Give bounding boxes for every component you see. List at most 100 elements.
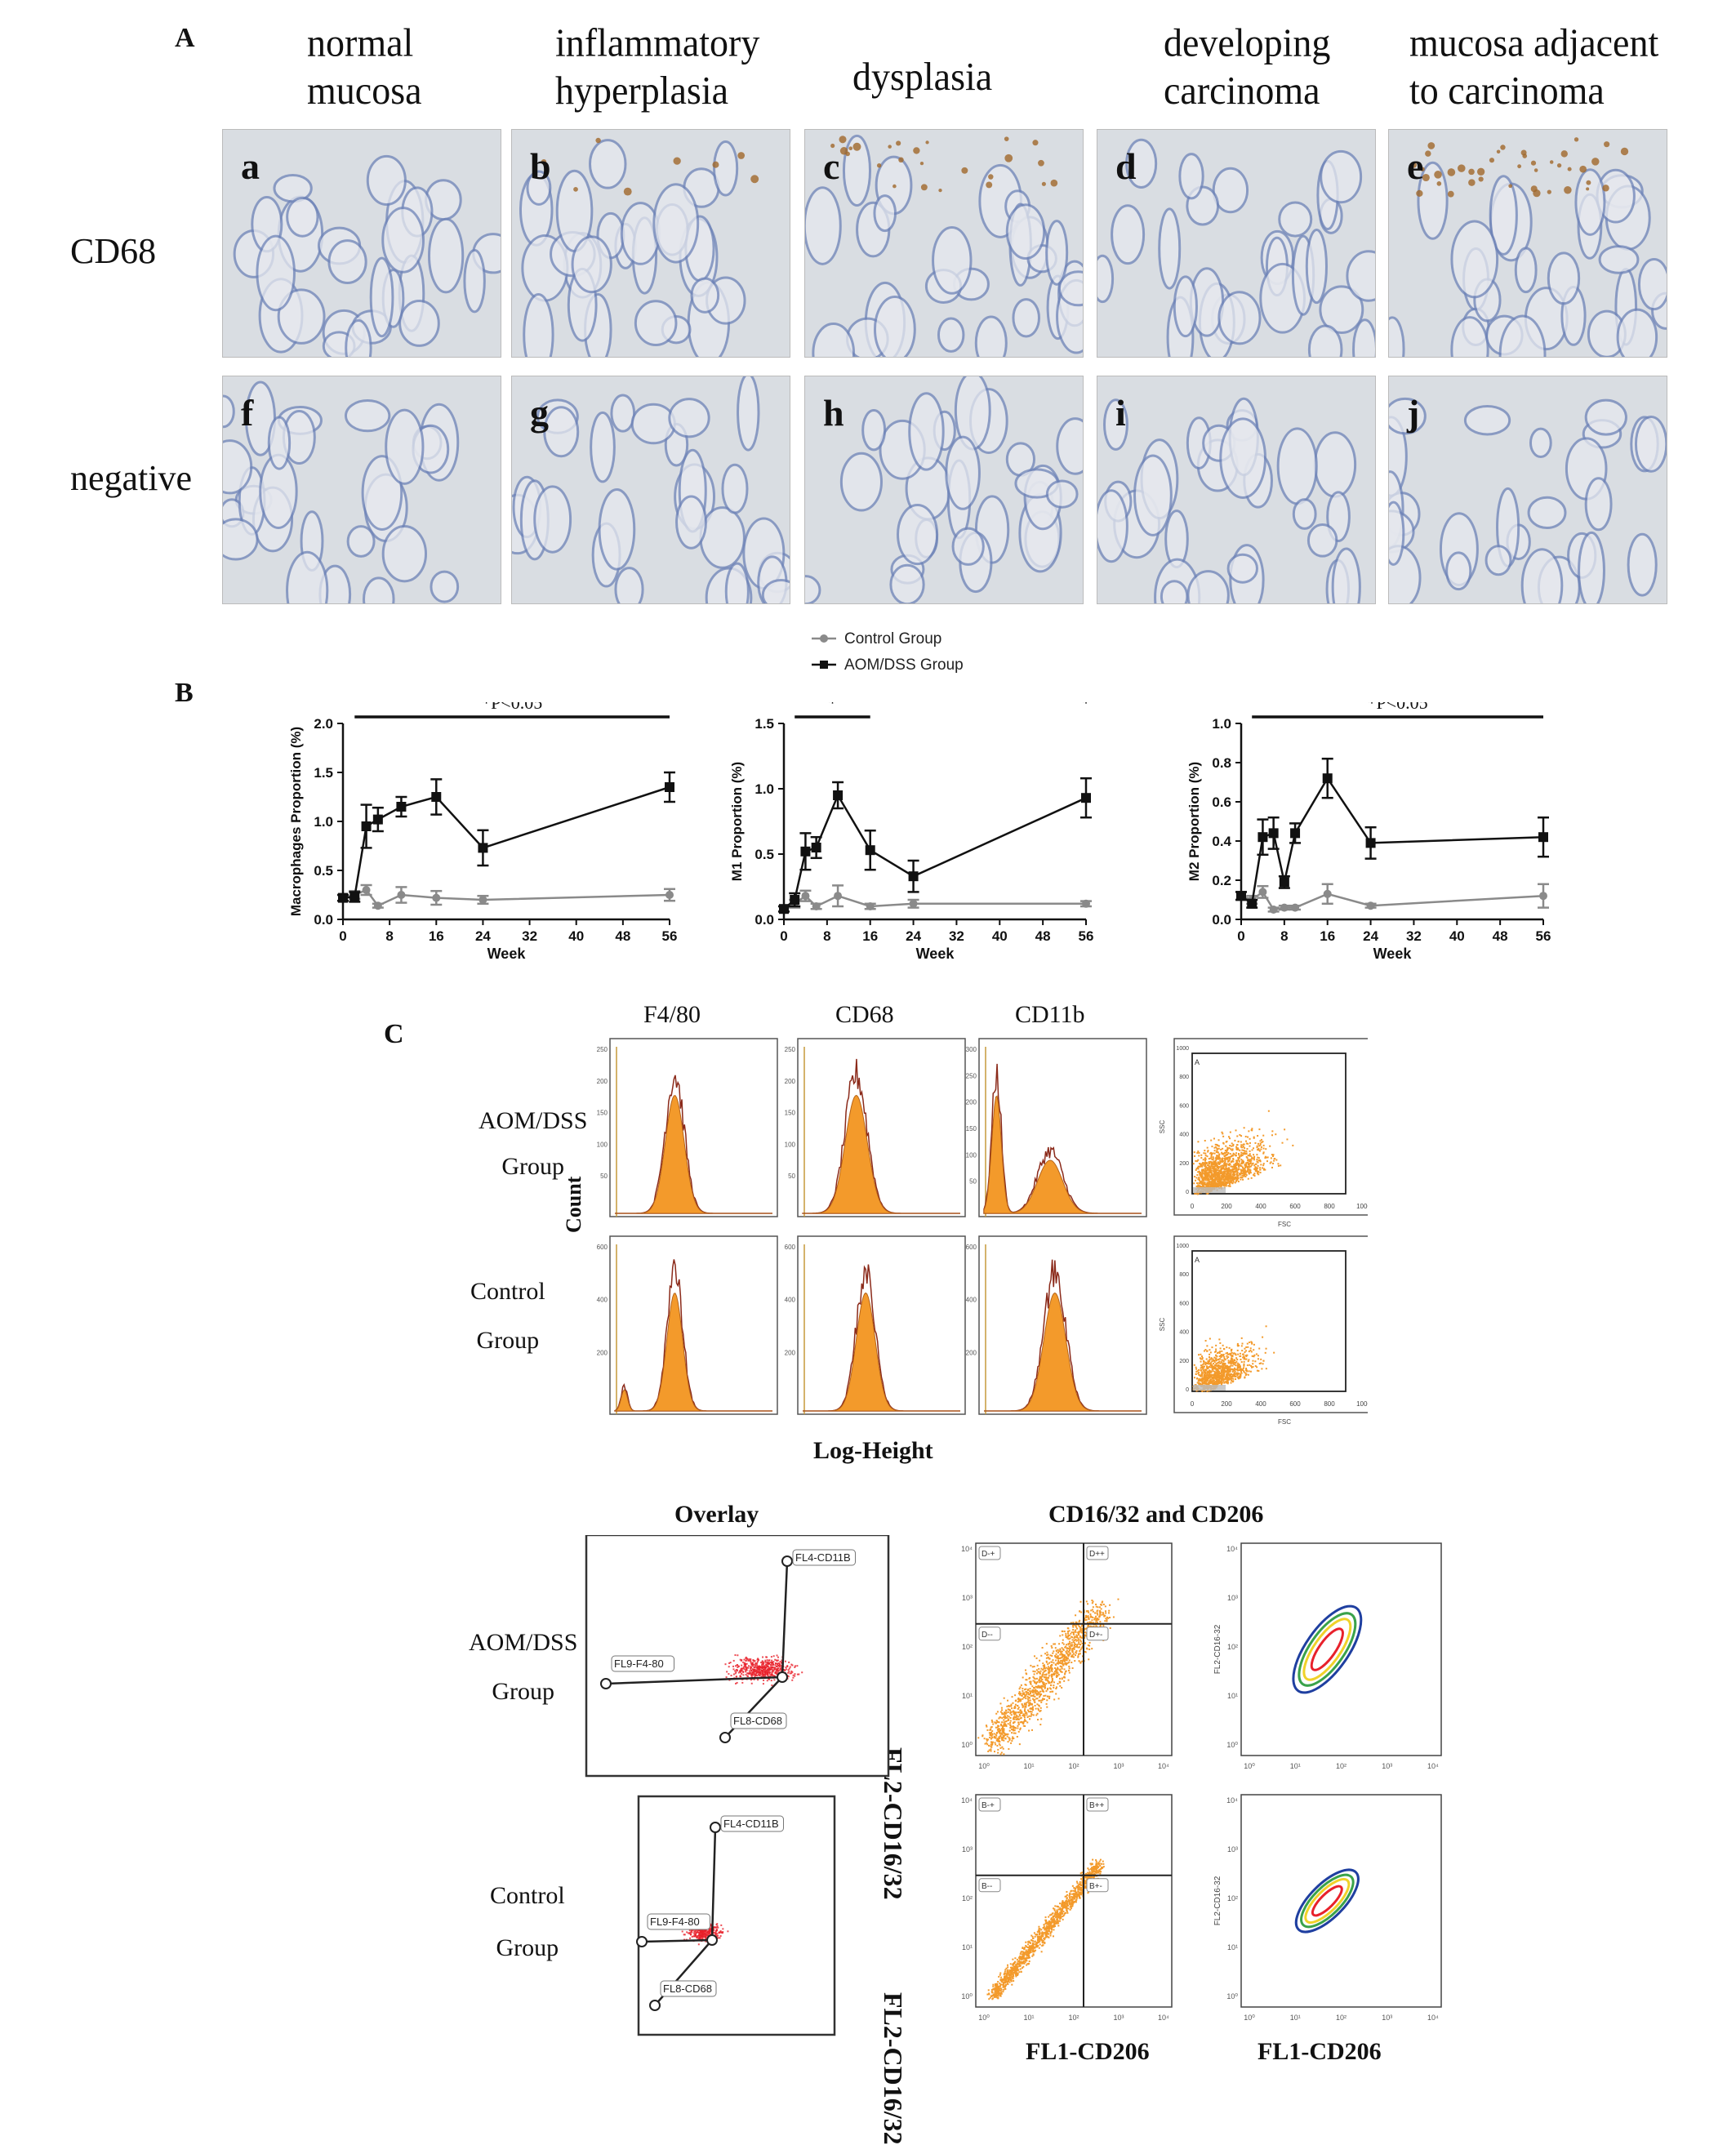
event-dot — [1231, 1149, 1233, 1150]
positive-cell — [1042, 182, 1046, 186]
overlay-dot — [710, 1930, 711, 1932]
event-dot — [1215, 1349, 1217, 1351]
event-dot — [1203, 1184, 1204, 1186]
event-dot — [1253, 1137, 1255, 1138]
event-dot — [1271, 1157, 1272, 1159]
positive-cell — [1564, 186, 1571, 194]
positive-cell — [1458, 164, 1466, 172]
cd-dot — [1002, 1731, 1004, 1733]
event-dot — [1213, 1156, 1214, 1158]
event-dot — [1215, 1365, 1217, 1367]
positive-cell — [750, 175, 759, 183]
event-dot — [1235, 1173, 1237, 1175]
event-dot — [1213, 1357, 1215, 1359]
tile-letter: b — [530, 145, 551, 188]
event-dot — [1240, 1365, 1241, 1367]
cd-dot — [1031, 1729, 1033, 1731]
event-dot — [1244, 1165, 1246, 1167]
cd-dot — [1053, 1681, 1055, 1683]
aom-point — [665, 782, 674, 792]
event-dot — [1233, 1353, 1235, 1355]
overlay-dot — [794, 1676, 795, 1677]
overlay-dot — [752, 1668, 754, 1670]
overlay-dot — [741, 1682, 743, 1684]
fsc-tick: 600 — [1289, 1400, 1301, 1408]
cd-dot — [984, 1738, 986, 1739]
event-dot — [1237, 1350, 1239, 1351]
aom-point — [338, 893, 348, 903]
cd-dot — [1022, 1705, 1023, 1707]
event-dot — [1217, 1169, 1218, 1171]
overlay-dot — [737, 1654, 738, 1656]
overlay-dot — [762, 1662, 763, 1664]
hist-tick-label: 250 — [785, 1046, 796, 1053]
event-dot — [1198, 1168, 1200, 1169]
cd-dot — [1059, 1654, 1061, 1656]
event-dot — [1205, 1340, 1207, 1342]
y-tick-label: 0.4 — [1212, 834, 1231, 849]
event-dot — [1257, 1161, 1258, 1163]
overlay-dot — [698, 1943, 700, 1945]
overlay-dot — [791, 1680, 793, 1681]
tile-letter: d — [1115, 145, 1137, 188]
cd-dot — [1054, 1643, 1056, 1644]
overlay-dot — [772, 1667, 774, 1668]
event-dot — [1199, 1382, 1200, 1384]
overlay-dot — [752, 1662, 754, 1663]
event-dot — [1222, 1136, 1224, 1137]
event-dot — [1216, 1147, 1217, 1149]
positive-cell — [896, 140, 901, 145]
crypt — [841, 453, 881, 510]
cd-dot — [1072, 1629, 1074, 1631]
cd-dot — [1099, 1621, 1101, 1622]
event-dot — [1242, 1155, 1244, 1156]
cd-dot — [1041, 1699, 1043, 1701]
event-dot — [1257, 1370, 1258, 1372]
fsc-tick: 1000 — [1356, 1400, 1368, 1408]
positive-cell — [1477, 168, 1485, 176]
overlay-dot — [791, 1671, 793, 1673]
aom-point — [1538, 832, 1548, 842]
event-dot — [1248, 1359, 1249, 1360]
aom-point — [1290, 828, 1300, 838]
crypt — [269, 417, 289, 469]
cd-dot — [1048, 1662, 1050, 1664]
event-dot — [1241, 1345, 1243, 1346]
overlay-dot — [728, 1662, 730, 1664]
cd-dot — [1045, 1679, 1047, 1680]
crypt — [348, 527, 374, 557]
cd-dot — [1080, 1649, 1082, 1650]
overlay-dot — [745, 1658, 746, 1659]
y-tick-label: 0.2 — [1212, 873, 1231, 888]
event-dot — [1246, 1148, 1248, 1150]
positive-cell — [1568, 167, 1572, 171]
positive-cell — [921, 184, 928, 190]
event-dot — [1223, 1360, 1225, 1362]
overlay-dot — [686, 1931, 688, 1933]
significance-annotation: * — [828, 702, 837, 713]
event-dot — [1245, 1374, 1247, 1376]
row-label-negative: negative — [70, 457, 192, 499]
event-dot — [1259, 1140, 1261, 1141]
event-dot — [1203, 1152, 1204, 1154]
crypt — [723, 465, 747, 513]
event-dot — [1249, 1142, 1251, 1144]
event-dot — [1207, 1151, 1209, 1153]
crypt — [1522, 550, 1562, 603]
col-header-line: normal — [307, 19, 422, 67]
overlay-dot — [748, 1658, 750, 1660]
event-dot — [1257, 1143, 1259, 1145]
event-dot — [1195, 1160, 1196, 1162]
cd-dot — [1004, 1698, 1005, 1699]
x-tick-label: 40 — [992, 928, 1008, 944]
event-dot — [1236, 1144, 1238, 1146]
cd-dot — [1071, 1642, 1073, 1644]
overlay-dot — [695, 1931, 697, 1933]
event-dot — [1225, 1359, 1226, 1360]
crypt — [545, 407, 578, 456]
event-dot — [1251, 1156, 1253, 1158]
event-dot — [1217, 1362, 1218, 1364]
fsc-tick: 0 — [1191, 1400, 1195, 1408]
event-dot — [1235, 1378, 1236, 1380]
cd-dot — [1086, 1610, 1088, 1612]
